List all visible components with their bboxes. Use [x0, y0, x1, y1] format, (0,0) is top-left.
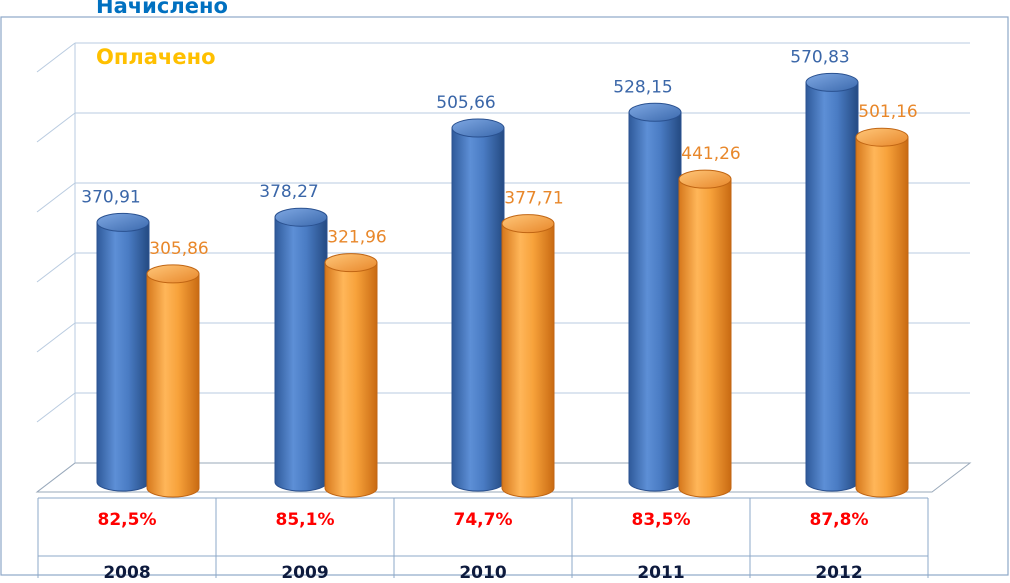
- year-cell: 2008: [103, 563, 151, 583]
- gridline-side: [36, 252, 76, 283]
- gridline-side: [36, 392, 76, 423]
- bar-accrued-2009: [274, 207, 328, 492]
- percent-cell: 87,8%: [809, 510, 869, 530]
- gridline-side: [36, 112, 76, 143]
- bar-body: [274, 216, 328, 492]
- gridline-side: [36, 42, 76, 73]
- bar-top: [678, 169, 732, 189]
- bar-paid-2012: [855, 127, 909, 498]
- data-labels: 370,91 378,27 505,66 528,15 570,83 305,86 321,…: [81, 47, 917, 258]
- bar-top: [628, 102, 682, 122]
- year-cell: 2010: [459, 563, 507, 583]
- bar-paid-2008: [146, 264, 200, 498]
- bar-paid-2010: [501, 214, 555, 498]
- bar-body: [451, 127, 505, 492]
- bar-accrued-2008: [96, 212, 150, 492]
- year-cell: 2012: [815, 563, 863, 583]
- bar-body: [146, 273, 200, 498]
- legend-paid: Оплачено: [96, 45, 216, 69]
- chart-floor: [35, 462, 972, 493]
- data-label: 441,26: [681, 144, 740, 164]
- bar-top: [274, 207, 328, 227]
- gridline-side: [36, 322, 76, 353]
- bar-body: [678, 178, 732, 498]
- bar-body: [805, 81, 859, 492]
- data-label: 501,16: [858, 102, 917, 122]
- data-label: 528,15: [613, 77, 672, 97]
- bar-accrued-2011: [628, 102, 682, 492]
- bar-top: [146, 264, 200, 284]
- bars: [96, 72, 909, 498]
- bar-top: [805, 72, 859, 92]
- bar-body: [96, 221, 150, 492]
- bar-paid-2011: [678, 169, 732, 498]
- bar-body: [501, 223, 555, 498]
- data-label: 305,86: [149, 239, 208, 259]
- legend-accrued: Начислено: [96, 0, 228, 18]
- bar-top: [96, 212, 150, 232]
- data-table-lines: [37, 497, 929, 578]
- data-label: 321,96: [327, 228, 386, 248]
- data-label: 370,91: [81, 187, 140, 207]
- year-cell: 2011: [637, 563, 685, 583]
- percent-cell: 74,7%: [453, 510, 513, 530]
- bar-top: [855, 127, 909, 147]
- bar-body: [324, 262, 378, 498]
- data-label: 570,83: [790, 47, 849, 67]
- bar-body: [855, 136, 909, 498]
- data-label: 377,71: [504, 189, 563, 209]
- bar-body: [628, 111, 682, 492]
- year-cell: 2009: [281, 563, 329, 583]
- data-label: 378,27: [259, 182, 318, 202]
- bar-top: [501, 214, 555, 234]
- percent-cell: 85,1%: [275, 510, 335, 530]
- bar-top: [451, 118, 505, 138]
- plot-frame: [0, 16, 1009, 576]
- gridline-side: [36, 182, 76, 213]
- bar-top: [324, 253, 378, 273]
- percent-cell: 82,5%: [97, 510, 157, 530]
- bar-accrued-2012: [805, 72, 859, 492]
- bar-paid-2009: [324, 253, 378, 498]
- data-label: 505,66: [436, 93, 495, 113]
- percent-cell: 83,5%: [631, 510, 691, 530]
- bar-accrued-2010: [451, 118, 505, 492]
